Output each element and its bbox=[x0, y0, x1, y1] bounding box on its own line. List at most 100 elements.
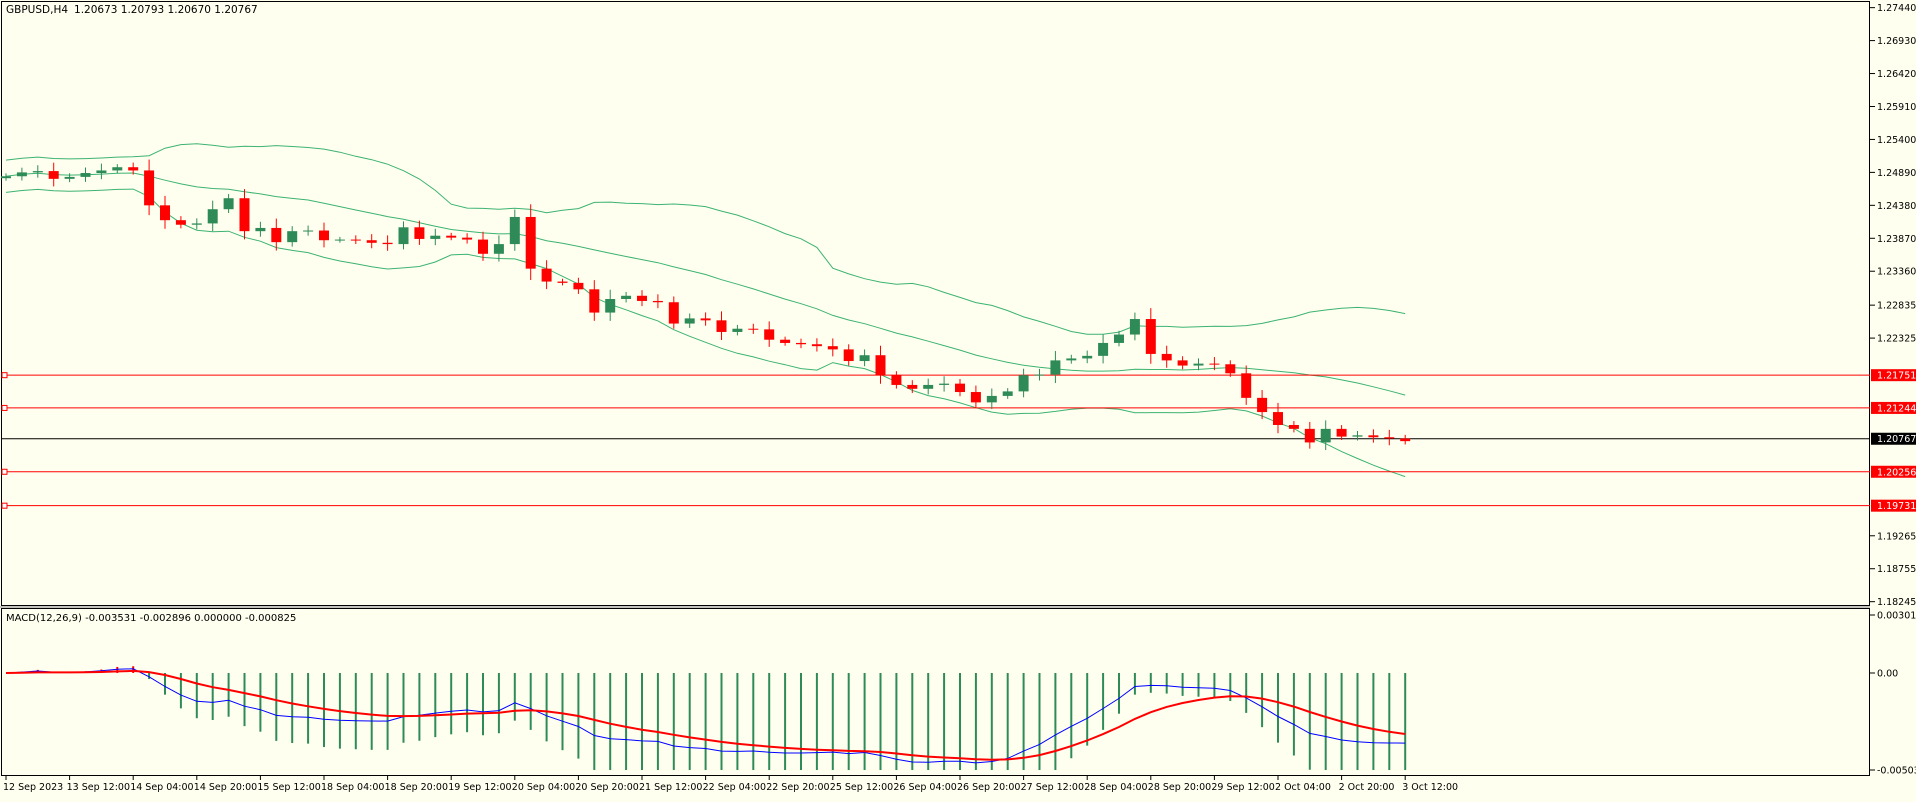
candle bbox=[907, 380, 918, 394]
macd-label: MACD(12,26,9) -0.003531 -0.002896 0.0000… bbox=[6, 613, 296, 624]
price-tick-label: 1.24380 bbox=[1877, 201, 1916, 212]
candle bbox=[637, 290, 647, 307]
candle bbox=[366, 234, 377, 249]
ohlc-text: 1.20673 1.20793 1.20670 1.20767 bbox=[74, 4, 258, 16]
level-tag-label: 1.21244 bbox=[1877, 403, 1916, 414]
candle bbox=[748, 323, 759, 334]
level-handle-2[interactable] bbox=[1, 404, 8, 411]
symbol-text: GBPUSD,H4 bbox=[6, 4, 68, 16]
horizontal-levels[interactable] bbox=[1, 372, 1870, 509]
candle bbox=[207, 200, 218, 232]
candle bbox=[955, 379, 965, 397]
price-tick-label: 1.23360 bbox=[1877, 267, 1916, 278]
candle bbox=[223, 193, 234, 214]
band-upper bbox=[5, 143, 1406, 335]
price-tick-label: 1.26420 bbox=[1877, 69, 1916, 80]
candle bbox=[1114, 330, 1124, 347]
macd-lines bbox=[5, 668, 1406, 764]
level-tag-label: 1.20256 bbox=[1877, 467, 1916, 478]
candle bbox=[827, 338, 838, 357]
candle bbox=[334, 236, 345, 243]
candle bbox=[1257, 390, 1268, 420]
time-tick-label: 12 Sep 2023 bbox=[3, 782, 63, 793]
time-tick-label: 20 Sep 20:00 bbox=[575, 782, 638, 793]
time-tick-label: 22 Sep 04:00 bbox=[703, 782, 766, 793]
level-tag-4 bbox=[1871, 499, 1916, 512]
macd-axis: 0.00301 0.00 -0.005036 bbox=[1870, 611, 1916, 777]
time-tick-label: 2 Oct 04:00 bbox=[1275, 782, 1331, 793]
band-middle bbox=[5, 172, 1406, 396]
time-axis[interactable]: 12 Sep 2023 13 Sep 12:00 14 Sep 04:00 14 Se… bbox=[3, 776, 1458, 793]
candle bbox=[939, 376, 950, 392]
candle bbox=[700, 312, 711, 326]
level-tag-label: 1.19731 bbox=[1877, 501, 1916, 512]
time-tick-label: 13 Sep 12:00 bbox=[67, 782, 130, 793]
candle bbox=[493, 235, 504, 262]
macd-main-line bbox=[5, 668, 1406, 764]
macd-signal-line bbox=[5, 669, 1406, 761]
price-tick-label: 1.25400 bbox=[1877, 135, 1916, 146]
candle bbox=[1161, 345, 1172, 368]
candle bbox=[478, 231, 488, 261]
price-tick-label: 1.22835 bbox=[1877, 301, 1916, 312]
candle bbox=[128, 162, 139, 175]
price-tick-label: 1.27440 bbox=[1877, 3, 1916, 14]
candle bbox=[1018, 368, 1029, 398]
macd-tick-label: 0.00301 bbox=[1877, 611, 1916, 622]
candle bbox=[48, 162, 59, 187]
candle bbox=[970, 385, 981, 409]
candle bbox=[1034, 368, 1045, 381]
level-handle-1[interactable] bbox=[1, 372, 8, 379]
current-price-tag bbox=[1871, 432, 1916, 445]
time-tick-label: 28 Sep 20:00 bbox=[1148, 782, 1211, 793]
level-tag-1 bbox=[1871, 369, 1916, 382]
candle bbox=[1, 173, 11, 181]
candle bbox=[1368, 429, 1379, 443]
candle bbox=[621, 291, 632, 303]
level-tag-label: 1.21751 bbox=[1877, 371, 1916, 382]
candle bbox=[859, 349, 870, 367]
candle bbox=[923, 378, 934, 395]
time-tick-label: 3 Oct 12:00 bbox=[1402, 782, 1458, 793]
time-tick-label: 2 Oct 20:00 bbox=[1339, 782, 1395, 793]
candle bbox=[239, 189, 250, 240]
level-tag-2 bbox=[1871, 401, 1916, 414]
candle bbox=[1225, 360, 1236, 377]
time-tick-label: 19 Sep 12:00 bbox=[448, 782, 511, 793]
candle bbox=[446, 232, 457, 241]
candle bbox=[1304, 421, 1315, 449]
candle bbox=[589, 280, 600, 321]
time-tick-label: 25 Sep 12:00 bbox=[830, 782, 893, 793]
candle bbox=[732, 324, 743, 336]
price-tick-label: 1.19265 bbox=[1877, 531, 1916, 542]
level-tag-3 bbox=[1871, 465, 1916, 478]
candle bbox=[1002, 388, 1013, 399]
candle bbox=[1050, 351, 1061, 384]
price-tick-label: 1.25910 bbox=[1877, 102, 1916, 113]
candle bbox=[303, 225, 314, 236]
candle bbox=[255, 221, 266, 237]
time-tick-label: 15 Sep 12:00 bbox=[257, 782, 320, 793]
candle bbox=[557, 278, 568, 286]
candle bbox=[350, 235, 361, 245]
candle bbox=[1352, 430, 1363, 441]
price-axis[interactable]: 1.27440 1.26930 1.26420 1.25910 1.25400 1.248… bbox=[1870, 3, 1916, 608]
level-handle-4[interactable] bbox=[1, 502, 8, 509]
candle bbox=[668, 296, 679, 329]
candle bbox=[462, 233, 473, 244]
macd-tick-label: -0.005036 bbox=[1877, 766, 1916, 777]
candle bbox=[287, 226, 298, 247]
candle bbox=[541, 260, 552, 290]
level-handle-3[interactable] bbox=[1, 468, 8, 475]
time-tick-label: 18 Sep 20:00 bbox=[385, 782, 448, 793]
time-tick-label: 22 Sep 20:00 bbox=[766, 782, 829, 793]
price-tick-label: 1.18245 bbox=[1877, 597, 1916, 608]
candle bbox=[1082, 350, 1093, 364]
candle bbox=[1384, 429, 1395, 446]
candle bbox=[875, 345, 886, 384]
macd-tick-label: 0.00 bbox=[1877, 668, 1898, 679]
candle bbox=[652, 294, 663, 309]
